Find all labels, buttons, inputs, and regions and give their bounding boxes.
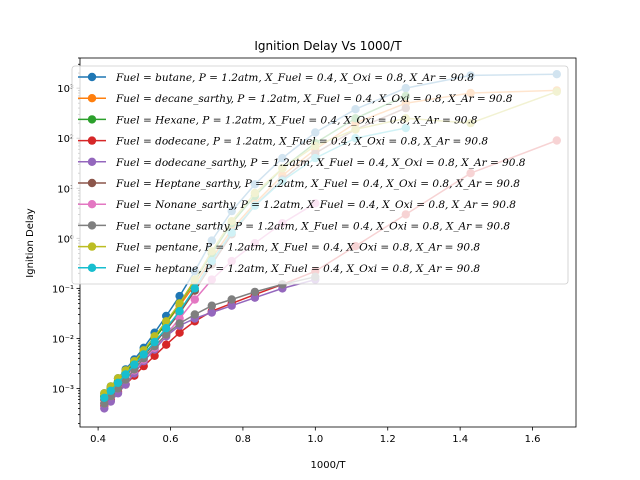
data-point [100,393,109,402]
x-tick-label: 0.6 [163,434,179,445]
y-axis-label: Ignition Delay [25,208,36,278]
legend-label: Fuel = dodecane, P = 1.2atm, X_Fuel = 0.… [115,136,488,148]
ticks-layer: 0.4 0.6 0.8 1.0 1.2 1.4 1.6 10⁻³ 10⁻² 10⁻¹ 10⁰ 10¹ 1… [52,57,541,445]
data-point [162,324,171,333]
data-point [162,317,171,326]
legend-label: Fuel = heptane, P = 1.2atm, X_Fuel = 0.4… [115,263,480,275]
legend-entry: Fuel = decane_sarthy, P = 1.2atm, X_Fuel… [78,93,513,105]
legend-label: Fuel = Hexane, P = 1.2atm, X_Fuel = 0.4,… [115,114,478,126]
chart-title: Ignition Delay Vs 1000/T [254,39,402,53]
data-point [121,370,130,379]
data-point [130,360,139,369]
legend-marker [87,263,97,272]
data-point [207,308,216,317]
data-point [190,295,199,304]
legend-entry: Fuel = butane, P = 1.2atm, X_Fuel = 0.4,… [78,72,474,84]
data-point [175,319,184,328]
data-point [190,284,199,293]
data-point [190,310,199,319]
legend-entry: Fuel = Hexane, P = 1.2atm, X_Fuel = 0.4,… [78,114,478,126]
data-point [250,293,260,302]
legend-entry: Fuel = dodecane, P = 1.2atm, X_Fuel = 0.… [78,136,488,148]
legend-entry: Fuel = heptane, P = 1.2atm, X_Fuel = 0.4… [78,263,480,275]
legend-label: Fuel = octane_sarthy, P = 1.2atm, X_Fuel… [115,220,510,232]
x-tick-label: 0.8 [235,434,251,445]
legend-entry: Fuel = Nonane_sarthy, P = 1.2atm, X_Fuel… [78,199,516,211]
x-tick-label: 1.0 [307,434,323,445]
legend-label: Fuel = decane_sarthy, P = 1.2atm, X_Fuel… [115,93,513,105]
legend-entry: Fuel = dodecane_sarthy, P = 1.2atm, X_Fu… [78,157,526,169]
data-point [106,386,116,395]
legend-marker [87,221,97,230]
legend-marker [87,200,97,209]
x-tick-label: 1.6 [525,434,541,445]
legend-label: Fuel = Nonane_sarthy, P = 1.2atm, X_Fuel… [115,199,516,211]
y-tick-label: 10² [57,134,74,145]
legend-marker [87,136,97,145]
x-tick-label: 0.4 [90,434,106,445]
legend-entry: Fuel = pentane, P = 1.2atm, X_Fuel = 0.4… [78,242,480,254]
x-axis-label: 1000/T [311,460,347,471]
data-point [139,350,148,359]
legend-marker [87,115,97,124]
y-tick-label: 10⁻¹ [52,284,74,295]
legend-marker [87,242,97,251]
legend-label: Fuel = pentane, P = 1.2atm, X_Fuel = 0.4… [115,242,480,254]
legend-entry: Fuel = Heptane_sarthy, P = 1.2atm, X_Fue… [78,178,520,190]
legend-marker [87,72,97,82]
legend-marker [87,178,97,188]
legend-label: Fuel = dodecane_sarthy, P = 1.2atm, X_Fu… [115,157,526,169]
y-tick-label: 10⁰ [57,234,74,245]
y-tick-label: 10⁻³ [52,384,74,395]
legend-box [71,65,569,285]
data-point [150,337,159,347]
legend-marker [87,94,97,103]
legend: Fuel = butane, P = 1.2atm, X_Fuel = 0.4,… [71,65,569,285]
legend-label: Fuel = butane, P = 1.2atm, X_Fuel = 0.4,… [115,72,474,84]
data-point [150,351,159,360]
data-point [175,291,184,301]
data-point [175,299,184,308]
data-point [175,307,184,316]
legend-entry: Fuel = octane_sarthy, P = 1.2atm, X_Fuel… [78,220,510,232]
y-tick-label: 10⁻² [52,334,74,345]
data-point [227,295,236,304]
data-point [250,287,260,297]
data-point [207,301,216,310]
x-tick-label: 1.2 [380,434,396,445]
data-point [175,328,184,337]
data-point [162,340,171,349]
y-tick-label: 10¹ [57,184,74,195]
data-point [162,330,171,339]
legend-marker [87,157,97,166]
data-point [113,378,123,387]
legend-label: Fuel = Heptane_sarthy, P = 1.2atm, X_Fue… [115,178,520,190]
data-point [227,301,236,310]
y-tick-label: 10³ [57,84,74,95]
x-tick-label: 1.4 [452,434,468,445]
